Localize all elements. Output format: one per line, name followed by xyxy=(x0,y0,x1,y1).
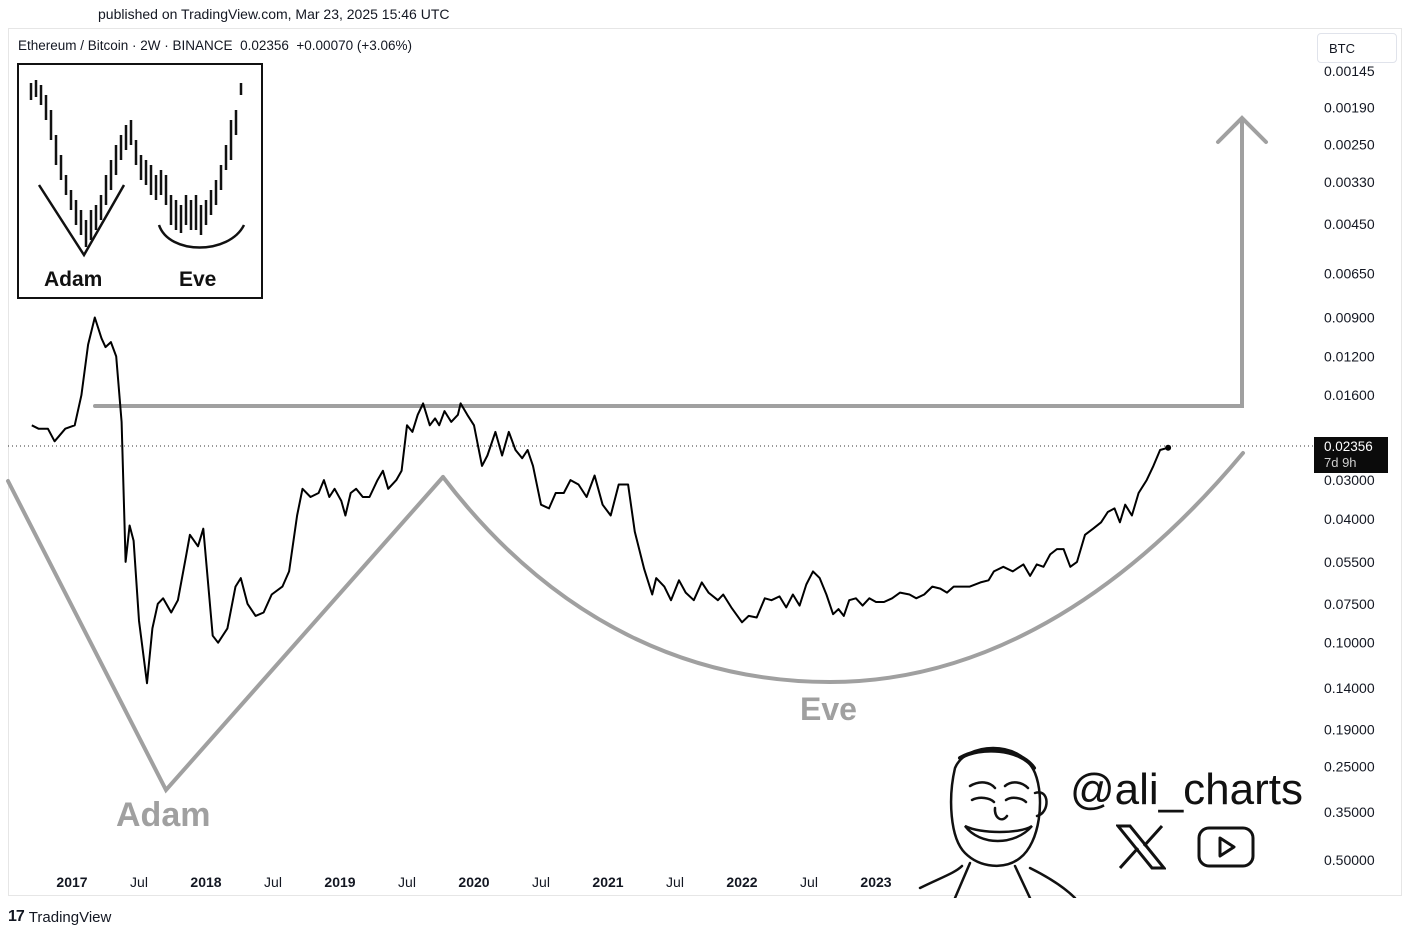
bar-countdown: 7d 9h xyxy=(1324,455,1357,470)
time-tick-label: 2017 xyxy=(56,874,87,890)
time-tick-label: Jul xyxy=(264,874,282,890)
time-tick-label: 2018 xyxy=(190,874,221,890)
time-tick-label: Jul xyxy=(398,874,416,890)
price-tick-label: 0.14000 xyxy=(1324,680,1375,696)
price-tick-label: 0.00190 xyxy=(1324,99,1375,115)
inset-eve-label: Eve xyxy=(179,268,217,291)
youtube-icon[interactable] xyxy=(1197,826,1255,868)
symbol-name[interactable]: Ethereum / Bitcoin · 2W · BINANCE xyxy=(18,38,233,53)
chart-frame xyxy=(8,28,1402,896)
tradingview-logo-icon: 17 xyxy=(8,908,25,925)
price-tick-label: 0.04000 xyxy=(1324,511,1375,527)
price-tick-label: 0.03000 xyxy=(1324,472,1375,488)
time-tick-label: 2023 xyxy=(860,874,891,890)
price-tick-label: 0.05500 xyxy=(1324,554,1375,570)
time-tick-label: Jul xyxy=(666,874,684,890)
price-tick-label: 0.35000 xyxy=(1324,804,1375,820)
cartoon-face-icon xyxy=(918,746,1077,898)
time-tick-label: Jul xyxy=(130,874,148,890)
symbol-legend: Ethereum / Bitcoin · 2W · BINANCE 0.0235… xyxy=(18,38,412,53)
time-tick-label: 2021 xyxy=(592,874,623,890)
price-tick-label: 0.00145 xyxy=(1324,63,1375,79)
time-tick-label: 2022 xyxy=(726,874,757,890)
tradingview-brand: TradingView xyxy=(28,908,112,926)
eve-annotation: Eve xyxy=(800,691,857,727)
author-handle[interactable]: @ali_charts xyxy=(1070,765,1303,814)
symbol-price: 0.02356 xyxy=(240,38,289,53)
price-tick-label: 0.00900 xyxy=(1324,310,1375,326)
price-tick-label: 0.01600 xyxy=(1324,387,1375,403)
time-tick-label: Jul xyxy=(800,874,818,890)
price-tick-label: 0.07500 xyxy=(1324,596,1375,612)
published-caption: published on TradingView.com, Mar 23, 20… xyxy=(98,6,450,22)
symbol-change: +0.00070 (+3.06%) xyxy=(296,38,412,53)
adam-eve-reference-inset: Adam Eve xyxy=(17,63,263,299)
time-axis[interactable]: 2017 Jul 2018 Jul 2019 Jul 2020 Jul 2021 Jul 2022 J… xyxy=(56,874,891,890)
time-tick-label: Jul xyxy=(532,874,550,890)
tradingview-footer[interactable]: 17 TradingView xyxy=(8,908,111,926)
neckline-breakout-arrow xyxy=(93,115,1268,408)
price-tick-label: 0.10000 xyxy=(1324,635,1375,651)
x-logo-icon[interactable] xyxy=(1116,824,1166,870)
price-series-line[interactable] xyxy=(31,316,1169,685)
price-tick-label: 0.00250 xyxy=(1324,137,1375,153)
price-tick-label: 0.25000 xyxy=(1324,758,1375,774)
time-tick-label: 2020 xyxy=(458,874,489,890)
time-tick-label: 2019 xyxy=(324,874,355,890)
inset-adam-label: Adam xyxy=(44,268,103,291)
eve-curve xyxy=(441,451,1245,685)
last-price-value: 0.02356 xyxy=(1324,439,1373,454)
adam-eve-pattern xyxy=(6,115,1268,794)
price-tick-label: 0.00330 xyxy=(1324,174,1375,190)
reference-pattern-drawing xyxy=(29,80,246,258)
price-tick-label: 0.00650 xyxy=(1324,266,1375,282)
currency-button[interactable]: BTC xyxy=(1317,33,1397,63)
adam-v-line xyxy=(6,475,445,794)
last-price-dot xyxy=(1165,444,1172,451)
price-tick-label: 0.00450 xyxy=(1324,216,1375,232)
last-price-label: 0.02356 7d 9h xyxy=(1314,437,1388,473)
price-tick-label: 0.01200 xyxy=(1324,348,1375,364)
price-tick-label: 0.19000 xyxy=(1324,721,1375,737)
adam-annotation: Adam xyxy=(116,796,210,834)
price-tick-label: 0.50000 xyxy=(1324,852,1375,868)
